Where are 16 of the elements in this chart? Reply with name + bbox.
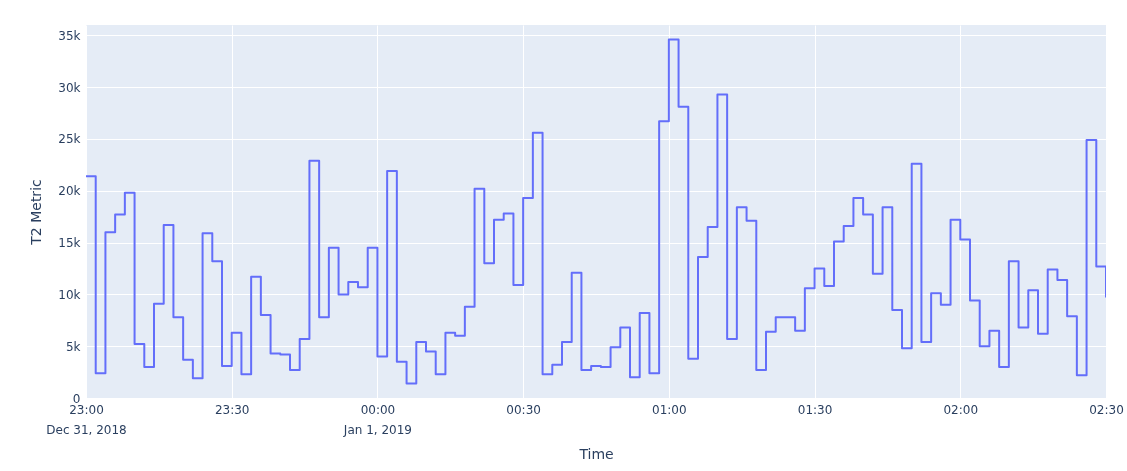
x-tick-label: 00:00 Jan 1, 2019	[342, 402, 412, 437]
x-tick-label: 00:30	[506, 402, 541, 417]
x-axis-title: Time	[578, 445, 614, 462]
y-tick-label: 25k	[58, 132, 81, 147]
y-tick-label: 5k	[65, 339, 81, 354]
x-tick-label: 02:00	[943, 402, 979, 417]
y-tick-label: 35k	[58, 28, 81, 43]
x-tick-label: 02:30	[1089, 402, 1124, 417]
x-tick-label: 01:00	[652, 402, 687, 417]
y-tick-label: 20k	[58, 184, 81, 199]
y-axis-title: T2 Metric	[28, 179, 45, 246]
y-tick-label: 30k	[58, 80, 81, 95]
y-tick-label: 10k	[58, 287, 81, 302]
x-tick-label: 01:30	[797, 402, 833, 417]
y-tick-label: 15k	[58, 236, 81, 251]
x-tick-label: 23:30	[214, 402, 250, 417]
